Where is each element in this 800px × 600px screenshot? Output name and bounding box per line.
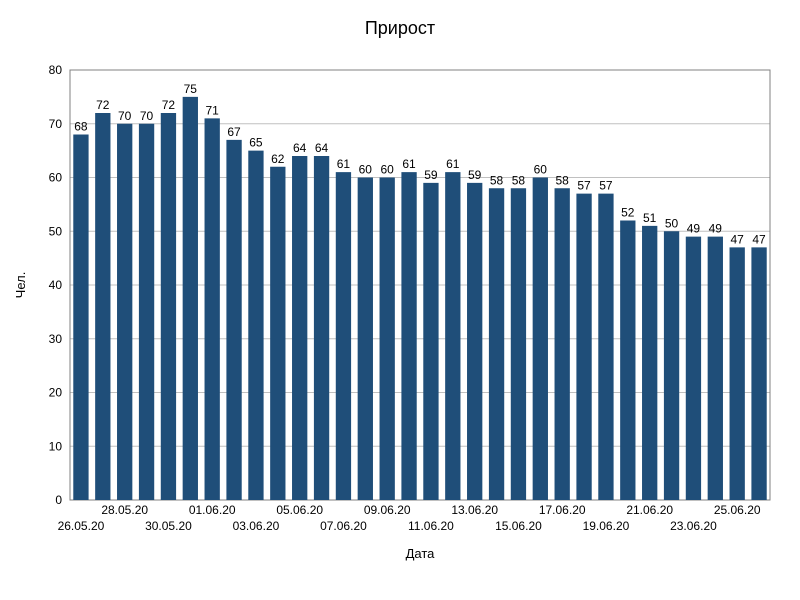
- bar: [117, 124, 132, 500]
- bar-value-label: 60: [534, 163, 548, 177]
- x-tick-label: 09.06.20: [364, 503, 411, 517]
- y-tick-label: 60: [49, 171, 63, 185]
- x-tick-label: 13.06.20: [451, 503, 498, 517]
- y-axis-title: Чел.: [13, 272, 28, 299]
- y-tick-label: 0: [55, 493, 62, 507]
- x-tick-label: 23.06.20: [670, 519, 717, 533]
- bar: [358, 178, 373, 501]
- y-tick-label: 70: [49, 117, 63, 131]
- bar: [314, 156, 329, 500]
- bar-value-label: 64: [315, 141, 329, 155]
- bar-value-label: 60: [381, 163, 395, 177]
- bar-value-label: 61: [402, 157, 416, 171]
- bar-value-label: 65: [249, 136, 263, 150]
- bar: [270, 167, 285, 500]
- y-tick-label: 80: [49, 63, 63, 77]
- x-tick-label: 26.05.20: [58, 519, 105, 533]
- bar-value-label: 57: [599, 179, 613, 193]
- bar-value-label: 58: [556, 173, 570, 187]
- y-tick-label: 40: [49, 278, 63, 292]
- bar-value-label: 50: [665, 216, 679, 230]
- bar-value-label: 58: [490, 173, 504, 187]
- bar: [226, 140, 241, 500]
- x-tick-label: 03.06.20: [233, 519, 280, 533]
- bar-value-label: 47: [731, 232, 745, 246]
- bar-chart: 0 10 20 30 40 50 60 70 80 68 72 70 70 72 75 71 67 65 62 64 6…: [0, 0, 800, 600]
- bar: [183, 97, 198, 500]
- x-tick-label: 05.06.20: [276, 503, 323, 517]
- bar: [445, 172, 460, 500]
- bar-value-label: 49: [687, 222, 701, 236]
- bar-value-label: 61: [446, 157, 460, 171]
- bar: [708, 237, 723, 500]
- x-tick-label: 07.06.20: [320, 519, 367, 533]
- bar-value-label: 49: [709, 222, 723, 236]
- bar: [620, 221, 635, 501]
- bar: [467, 183, 482, 500]
- bar-value-label: 58: [512, 173, 526, 187]
- bar-value-label: 60: [359, 163, 373, 177]
- bar: [730, 247, 745, 500]
- y-tick-label: 20: [49, 386, 63, 400]
- bar-value-label: 70: [118, 109, 132, 123]
- bar-value-label: 71: [206, 103, 220, 117]
- bar: [161, 113, 176, 500]
- x-tick-label: 21.06.20: [626, 503, 673, 517]
- bar: [489, 188, 504, 500]
- y-tick-label: 50: [49, 224, 63, 238]
- bar: [664, 231, 679, 500]
- bar: [511, 188, 526, 500]
- x-tick-label: 01.06.20: [189, 503, 236, 517]
- bar: [95, 113, 110, 500]
- bar: [751, 247, 766, 500]
- bar-value-label: 57: [577, 179, 591, 193]
- bar-value-label: 62: [271, 152, 285, 166]
- bar-value-label: 72: [162, 98, 176, 112]
- bar-value-label: 59: [424, 168, 438, 182]
- bar-value-label: 75: [184, 82, 198, 96]
- bar: [248, 151, 263, 500]
- y-tick-label: 10: [49, 439, 63, 453]
- x-tick-label: 15.06.20: [495, 519, 542, 533]
- x-tick-label: 19.06.20: [583, 519, 630, 533]
- bar-value-label: 47: [752, 232, 766, 246]
- bar-value-label: 52: [621, 206, 635, 220]
- chart-container: Прирост 01020304050607080687270707275716…: [0, 0, 800, 600]
- bar: [401, 172, 416, 500]
- x-axis-title: Дата: [406, 546, 436, 561]
- x-tick-label: 25.06.20: [714, 503, 761, 517]
- bar-value-label: 51: [643, 211, 657, 225]
- bar: [598, 194, 613, 500]
- x-tick-label: 30.05.20: [145, 519, 192, 533]
- bar-value-label: 67: [227, 125, 241, 139]
- bar-value-label: 59: [468, 168, 482, 182]
- bar: [686, 237, 701, 500]
- x-tick-label: 17.06.20: [539, 503, 586, 517]
- bar-value-label: 68: [74, 120, 88, 134]
- bar: [336, 172, 351, 500]
- bar-value-label: 61: [337, 157, 351, 171]
- bar: [292, 156, 307, 500]
- x-tick-label: 11.06.20: [408, 519, 454, 533]
- bar: [555, 188, 570, 500]
- bar-value-label: 70: [140, 109, 154, 123]
- x-tick-label: 28.05.20: [101, 503, 148, 517]
- bar: [139, 124, 154, 500]
- bar: [380, 178, 395, 501]
- bar: [205, 118, 220, 500]
- bar-value-label: 72: [96, 98, 110, 112]
- bar: [73, 135, 88, 501]
- y-tick-label: 30: [49, 332, 63, 346]
- bar: [576, 194, 591, 500]
- bar-value-label: 64: [293, 141, 307, 155]
- bar: [533, 178, 548, 501]
- bar: [423, 183, 438, 500]
- bar: [642, 226, 657, 500]
